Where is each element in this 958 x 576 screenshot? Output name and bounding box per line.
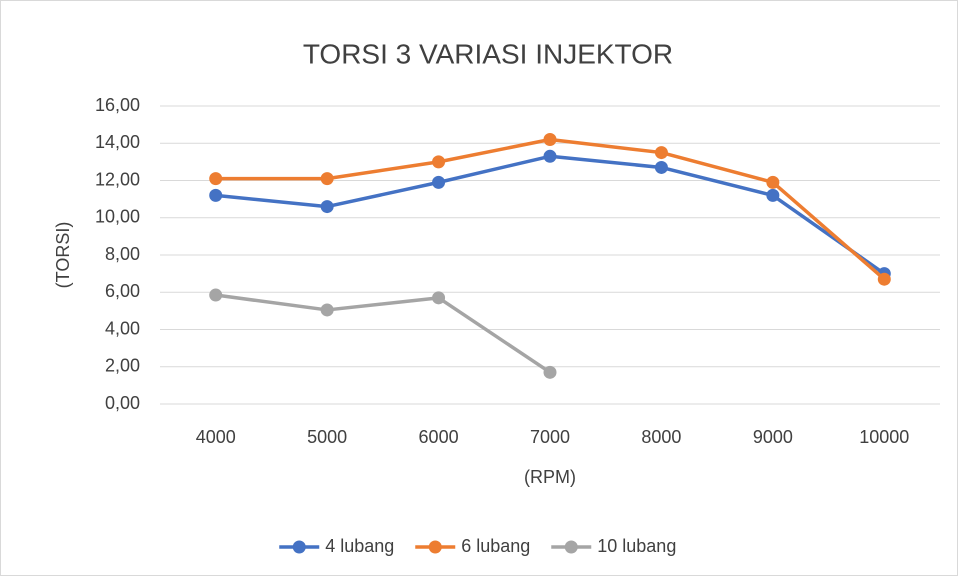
- data-point: [209, 188, 223, 202]
- data-point: [320, 172, 334, 186]
- series-line: [215, 293, 551, 374]
- data-point: [654, 146, 668, 160]
- data-point: [543, 365, 557, 379]
- x-tick-label: 6000: [419, 427, 459, 447]
- x-axis-title: (RPM): [524, 467, 576, 487]
- legend-label: 4 lubang: [325, 536, 394, 556]
- data-point: [543, 149, 557, 163]
- y-tick-label: 4,00: [105, 318, 140, 338]
- x-tick-label: 4000: [196, 427, 236, 447]
- legend-label: 10 lubang: [597, 536, 676, 556]
- x-tick-label: 8000: [641, 427, 681, 447]
- y-tick-label: 10,00: [95, 207, 140, 227]
- data-point: [320, 200, 334, 214]
- x-tick-label: 5000: [307, 427, 347, 447]
- legend-label: 6 lubang: [461, 536, 530, 556]
- data-point: [766, 175, 780, 189]
- x-tick-label: 10000: [859, 427, 909, 447]
- data-point: [320, 303, 334, 317]
- y-tick-label: 14,00: [95, 132, 140, 152]
- legend-marker: [292, 540, 306, 554]
- y-tick-label: 12,00: [95, 169, 140, 189]
- data-point: [654, 160, 668, 174]
- data-point: [209, 288, 223, 302]
- y-tick-label: 2,00: [105, 356, 140, 376]
- legend-marker: [428, 540, 442, 554]
- y-tick-label: 8,00: [105, 244, 140, 264]
- x-tick-label: 7000: [530, 427, 570, 447]
- data-point: [432, 175, 446, 189]
- chart-title: TORSI 3 VARIASI INJEKTOR: [303, 38, 673, 69]
- data-point: [877, 272, 891, 286]
- data-point: [209, 172, 223, 186]
- y-tick-label: 0,00: [105, 393, 140, 413]
- legend-marker: [564, 540, 578, 554]
- data-point: [766, 188, 780, 202]
- y-tick-label: 6,00: [105, 281, 140, 301]
- data-point: [543, 133, 557, 147]
- y-axis-title: (TORSI): [53, 222, 73, 289]
- data-point: [432, 155, 446, 169]
- x-tick-label: 9000: [753, 427, 793, 447]
- y-tick-label: 16,00: [95, 95, 140, 115]
- data-point: [432, 291, 446, 305]
